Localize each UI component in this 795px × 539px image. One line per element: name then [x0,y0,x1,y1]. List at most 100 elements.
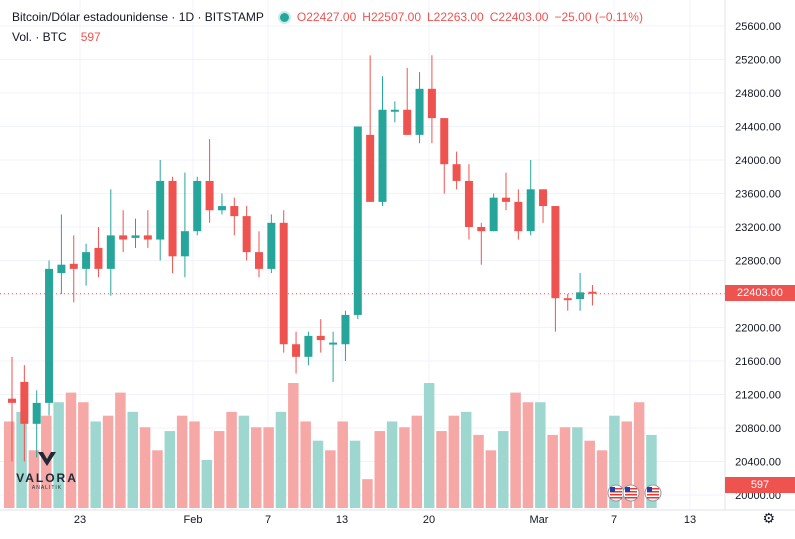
ohlc-close: C22403.00 [489,10,549,24]
volume-bar [535,402,546,508]
candle-body [242,216,251,253]
candle-body [94,247,103,269]
candle-body [156,180,165,240]
candle-body [205,180,214,211]
candle-body [230,206,239,217]
volume-bar [16,411,27,508]
price-tick-label: 25200.00 [735,55,781,67]
candle-body [440,118,449,165]
current-volume-tag: 597 [725,477,795,493]
volume-bar [325,450,336,508]
price-tick-label: 20400.00 [735,457,781,469]
candle-body [69,263,78,269]
us-flag-icon [644,484,662,502]
volume-bar [300,421,311,508]
volume-bar [115,392,126,508]
candle-body [316,335,325,341]
volume-bar [263,427,274,508]
current-price-tag: 22403.00 [725,285,795,301]
time-tick-label: 7 [611,514,617,526]
volume-bar [78,402,89,508]
volume-bar [510,392,521,508]
volume-bar [226,411,237,508]
time-tick-label: 7 [265,514,271,526]
volume-bar [288,383,299,508]
volume-bar [423,383,435,508]
volume-bar [374,431,385,508]
chart-legend: Bitcoin/Dólar estadounidense · 1D · BITS… [12,10,643,24]
volume-bar [547,434,558,508]
candle-body [143,235,152,240]
volume-bar [90,421,101,508]
candle-body [353,126,362,315]
price-tick-label: 24800.00 [735,88,781,100]
volume-bar [572,427,583,508]
ohlc-open: O22427.00 [296,10,357,24]
candle-body [452,164,461,181]
volume-bar [498,431,509,508]
volume-bar [460,411,472,508]
volume-bar [213,431,225,508]
volume-bar [411,415,423,508]
volume-bar [176,415,188,508]
price-tick-label: 22000.00 [735,323,781,335]
volume-bar [559,427,571,508]
candle-body [390,109,399,112]
volume-bar [522,402,534,508]
volume-bar [238,415,250,508]
volume-label: Vol. · BTC [12,30,67,44]
volume-bar [584,440,595,508]
candle-body [551,206,560,299]
volume-bar [633,402,645,508]
us-flag-icon [622,484,640,502]
price-tick-label: 23600.00 [735,189,781,201]
volume-bar [164,431,176,508]
volume-bar [251,427,262,508]
volume-bar [362,479,373,508]
logo-text: VALORA [16,471,78,485]
candle-body [526,189,535,232]
price-tick-label: 20000.00 [735,490,781,502]
volume-bar [337,421,348,508]
volume-bar [201,459,213,508]
candle-body [588,291,597,294]
ohlc-low: L22263.00 [427,10,484,24]
candle-body [341,314,350,345]
price-tick-label: 23200.00 [735,222,781,234]
candle-body [217,206,226,211]
volume-bar [609,415,620,508]
volume-bar [53,402,64,508]
volume-bar [4,421,15,508]
volume-bar [386,421,398,508]
candle-body [415,88,424,135]
volume-bar [448,415,460,508]
price-tick-label: 25600.00 [735,21,781,33]
candle-body [563,298,572,301]
candle-body [329,342,338,345]
candle-body [267,222,276,269]
volume-bar [28,450,40,508]
candle-body [106,235,115,269]
volume-bar [275,411,287,508]
volume-bar [65,392,77,508]
valora-logo: VALORA ANALITIK [12,452,82,491]
settings-gear-icon[interactable]: ⚙ [762,510,775,526]
time-tick-label: 23 [74,514,86,526]
time-tick-label: Feb [184,514,203,526]
volume-bar [127,411,138,508]
candle-body [427,88,436,119]
us-flag-icon [607,484,625,502]
candle-body [502,197,510,202]
volume-bar [621,421,632,508]
market-status-icon [277,10,291,24]
volume-bar [349,440,361,508]
candle-body [489,197,498,232]
candle-body [378,109,387,202]
time-tick-label: 13 [684,514,696,526]
candle-body [45,268,54,403]
candle-body [193,180,202,232]
candle-body [255,252,263,269]
logo-subtitle: ANALITIK [31,485,63,491]
